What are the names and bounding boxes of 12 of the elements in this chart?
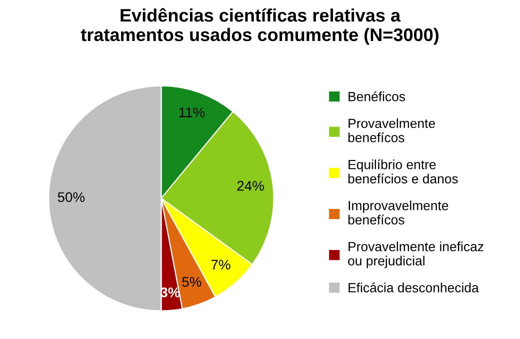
data-label: 5% (182, 276, 202, 287)
legend-label: Provavelmente benefícos (348, 118, 435, 142)
legend-label: Improvavelmente benefícos (348, 200, 448, 224)
data-label: 7% (211, 260, 230, 270)
data-label: 50% (58, 192, 85, 202)
legend-label: Benéficos (348, 91, 406, 102)
chart-title: Evidências científicas relativas a tratamentos usados comumente (N=3000) (80, 8, 438, 45)
data-label: 24% (237, 180, 264, 191)
legend-label: Equilíbrio entre benefícios e danos (348, 159, 458, 184)
legend-label: Eficácia desconhecida (348, 282, 479, 292)
data-label: 11% (179, 108, 205, 118)
legend-label: Provavelmente ineficaz ou prejudicial (348, 242, 484, 268)
